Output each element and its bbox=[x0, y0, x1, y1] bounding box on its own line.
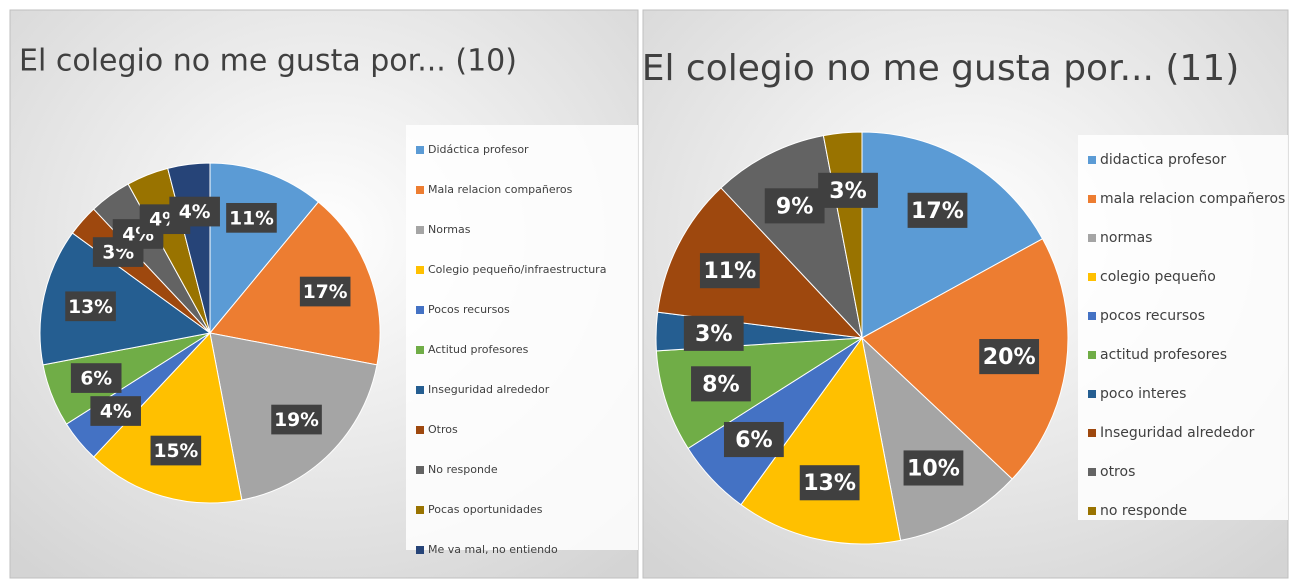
data-label-box bbox=[818, 172, 878, 208]
pie-slice bbox=[861, 131, 1044, 339]
chart-title: El colegio no me gusta por... (11) bbox=[642, 48, 1240, 89]
legend bbox=[406, 125, 638, 550]
legend-swatch bbox=[1088, 468, 1096, 476]
legend-swatch bbox=[416, 426, 424, 434]
data-label-box bbox=[907, 192, 968, 228]
legend-label: Mala relacion compañeros bbox=[428, 183, 573, 196]
data-label: 15% bbox=[153, 441, 198, 462]
data-label-box bbox=[979, 339, 1040, 375]
data-label: 11% bbox=[703, 258, 756, 284]
legend-label: Pocos recursos bbox=[428, 303, 510, 316]
data-label: 3% bbox=[829, 178, 867, 204]
legend-swatch bbox=[1088, 273, 1096, 281]
data-label-box bbox=[299, 276, 351, 307]
legend-swatch bbox=[416, 386, 424, 394]
legend-label: Otros bbox=[428, 423, 458, 436]
data-label: 6% bbox=[735, 427, 773, 453]
legend-label: otros bbox=[1100, 464, 1135, 480]
pie-slice bbox=[39, 232, 212, 366]
legend-swatch bbox=[1088, 156, 1096, 164]
legend-swatch bbox=[1088, 390, 1096, 398]
data-label-box bbox=[150, 435, 202, 466]
pie-slice bbox=[657, 187, 864, 339]
legend-swatch bbox=[1088, 195, 1096, 203]
pie-slice bbox=[209, 201, 381, 366]
data-label: 6% bbox=[80, 369, 112, 390]
legend-swatch bbox=[416, 466, 424, 474]
legend-label: colegio pequeño bbox=[1100, 269, 1216, 285]
legend-swatch bbox=[1088, 234, 1096, 242]
data-label-box bbox=[90, 396, 141, 426]
data-label-box bbox=[903, 450, 964, 486]
data-label-box bbox=[764, 188, 825, 224]
pie-slice bbox=[655, 337, 863, 450]
pie-slice bbox=[861, 336, 1013, 541]
legend-label: Actitud profesores bbox=[428, 343, 529, 356]
legend-label: No responde bbox=[428, 463, 498, 476]
legend-swatch bbox=[1088, 312, 1096, 320]
pie-slice bbox=[740, 336, 902, 545]
legend-swatch bbox=[416, 546, 424, 554]
legend-label: Didáctica profesor bbox=[428, 143, 529, 156]
legend-swatch bbox=[416, 186, 424, 194]
legend-label: Pocas oportunidades bbox=[428, 503, 543, 516]
data-label: 13% bbox=[803, 470, 856, 496]
data-label-box bbox=[70, 363, 122, 393]
data-label-box bbox=[169, 196, 220, 227]
legend-label: no responde bbox=[1100, 503, 1187, 519]
legend-label: Normas bbox=[428, 223, 471, 236]
data-label-box bbox=[683, 315, 744, 351]
legend-label: actitud profesores bbox=[1100, 347, 1227, 363]
pie-slice bbox=[92, 331, 243, 504]
data-label: 4% bbox=[179, 202, 211, 223]
chart-title: El colegio no me gusta por... (10) bbox=[19, 44, 517, 79]
data-label-box bbox=[723, 421, 784, 458]
data-label: 10% bbox=[907, 455, 960, 481]
legend-label: Inseguridad alrededor bbox=[428, 383, 550, 396]
data-label-box bbox=[65, 291, 116, 322]
data-label: 9% bbox=[776, 193, 814, 219]
legend-swatch bbox=[416, 266, 424, 274]
pie-slice bbox=[861, 238, 1069, 480]
legend-label: Colegio pequeño/infraestructura bbox=[428, 263, 606, 276]
legend-swatch bbox=[416, 146, 424, 154]
data-label: 13% bbox=[68, 297, 113, 318]
data-label: 17% bbox=[911, 198, 964, 224]
legend-swatch bbox=[416, 346, 424, 354]
legend-label: mala relacion compañeros bbox=[1100, 191, 1285, 207]
legend-label: poco interes bbox=[1100, 386, 1186, 402]
data-label: 19% bbox=[274, 410, 319, 431]
legend-swatch bbox=[416, 506, 424, 514]
legend-swatch bbox=[416, 226, 424, 234]
legend-swatch bbox=[1088, 351, 1096, 359]
legend-swatch bbox=[416, 306, 424, 314]
legend-swatch bbox=[1088, 429, 1096, 437]
data-label: 3% bbox=[695, 321, 733, 347]
data-label: 17% bbox=[303, 282, 348, 303]
data-label: 11% bbox=[229, 208, 274, 229]
data-label-box bbox=[691, 366, 751, 402]
data-label-box bbox=[799, 465, 860, 501]
data-label: 4% bbox=[100, 402, 132, 423]
legend-label: didactica profesor bbox=[1100, 152, 1226, 168]
legend-label: normas bbox=[1100, 230, 1152, 246]
data-label-box bbox=[226, 202, 277, 233]
legend-label: Inseguridad alrededor bbox=[1100, 425, 1255, 441]
legend-label: Me va mal, no entiendo bbox=[428, 543, 558, 556]
data-label: 8% bbox=[702, 371, 740, 397]
data-label-box bbox=[699, 253, 760, 289]
data-label-box bbox=[271, 404, 322, 435]
legend-label: pocos recursos bbox=[1100, 308, 1205, 324]
data-label: 20% bbox=[983, 344, 1036, 370]
legend-swatch bbox=[1088, 507, 1096, 515]
legend bbox=[1078, 135, 1288, 520]
